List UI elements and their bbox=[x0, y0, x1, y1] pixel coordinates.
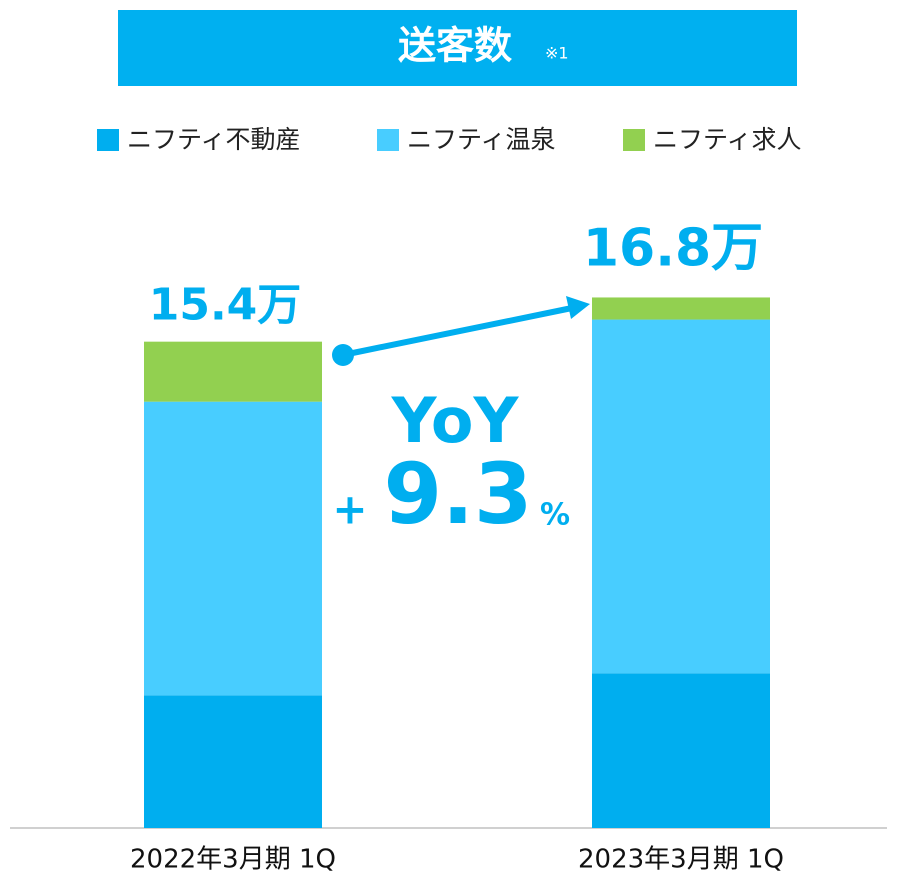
x-tick-label: 2022年3月期 1Q bbox=[130, 845, 336, 875]
total-label: 15.4万 bbox=[149, 280, 302, 331]
legend-label: ニフティ温泉 bbox=[407, 125, 556, 154]
legend-swatch bbox=[623, 129, 645, 151]
bar-segment bbox=[592, 319, 770, 674]
bar-segment bbox=[144, 341, 322, 402]
bar-segment bbox=[144, 695, 322, 828]
bar-segment bbox=[592, 297, 770, 320]
arrow-line bbox=[342, 305, 573, 358]
yoy-unit: % bbox=[540, 498, 570, 533]
yoy-sign: + bbox=[332, 485, 367, 534]
legend-swatch bbox=[377, 129, 399, 151]
total-label: 16.8万 bbox=[583, 218, 763, 278]
x-tick-label: 2023年3月期 1Q bbox=[578, 845, 784, 875]
bar-segment bbox=[144, 401, 322, 696]
legend-label: ニフティ求人 bbox=[653, 125, 802, 154]
yoy-change: 9.3 bbox=[384, 445, 533, 543]
title-note: ※1 bbox=[545, 44, 569, 63]
legend-swatch bbox=[97, 129, 119, 151]
arrow-head bbox=[566, 296, 590, 319]
yoy-title: YoY bbox=[391, 384, 520, 457]
legend-label: ニフティ不動産 bbox=[127, 125, 301, 154]
chart-title: 送客数 bbox=[398, 24, 512, 68]
arrow-dot bbox=[332, 344, 354, 366]
bar-segment bbox=[592, 673, 770, 828]
title-banner bbox=[118, 10, 797, 86]
